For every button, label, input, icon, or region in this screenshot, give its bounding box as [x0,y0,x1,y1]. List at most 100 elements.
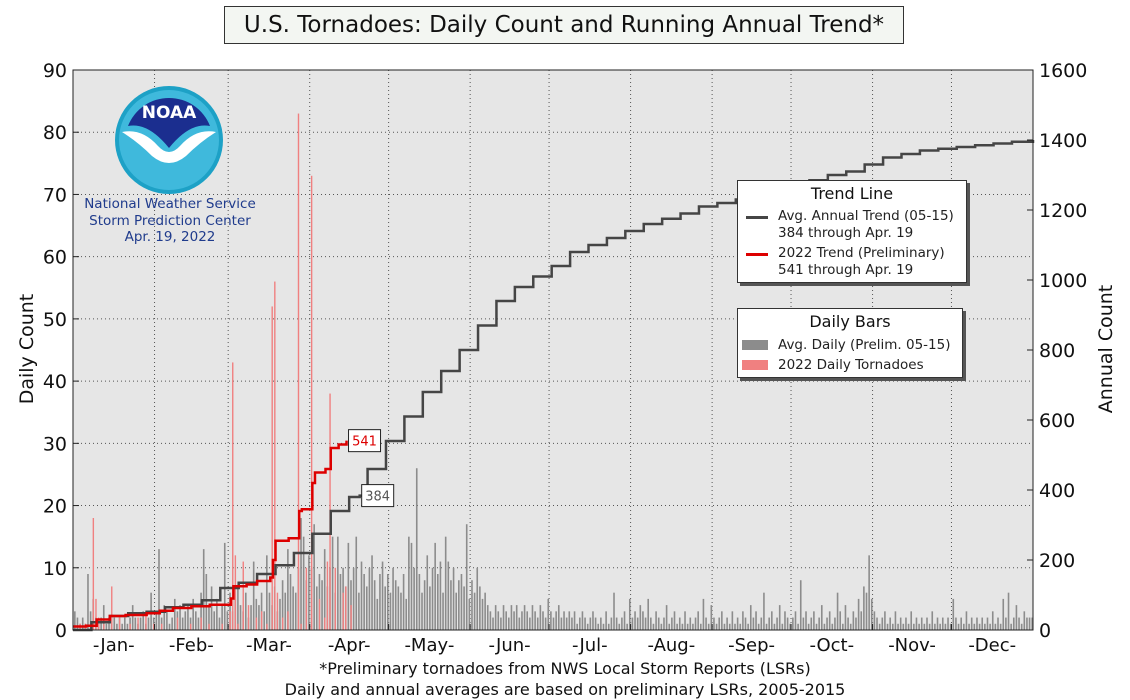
right-tick-label: 1200 [1039,200,1087,222]
avg-daily-bar [484,592,486,630]
avg-daily-bar [660,623,663,630]
avg-daily-bar [452,567,455,630]
avg-daily-bar [713,617,715,630]
legend-avg-trend-label: Avg. Annual Trend (05-15) [778,208,954,224]
avg-daily-bar [436,574,439,630]
avg-daily-bar [831,623,834,630]
avg-daily-bar [789,623,792,630]
avg-daily-bar [1020,623,1023,630]
x-tick-label: -Dec- [968,635,1016,656]
daily-2022-bar [145,611,147,630]
avg-daily-bar [108,617,110,630]
avg-daily-bar [886,623,889,630]
avg-daily-bar [852,611,855,630]
avg-daily-bar [884,611,886,630]
avg-daily-bar [989,623,991,630]
legend-trend: Trend Line Avg. Annual Trend (05-15) 384… [737,180,967,283]
avg-daily-bar [281,580,284,630]
avg-daily-bar [728,623,731,630]
avg-daily-bar [208,605,210,630]
avg-daily-bar [397,586,400,630]
daily-2022-bar [232,362,234,630]
end-labels: 541 384 [348,429,395,508]
avg-daily-bar [529,617,531,630]
avg-daily-bar [752,617,755,630]
avg-daily-bar [539,605,542,630]
daily-2022-bar [247,605,250,630]
avg-daily-bar [444,536,447,630]
daily-2022-bar [345,586,347,630]
avg-daily-bar [870,598,873,630]
avg-daily-bar [818,617,820,630]
avg-daily-bar [392,567,394,630]
avg-daily-bar [300,518,302,630]
avg-daily-bar [489,611,492,630]
avg-daily-bar [429,586,431,630]
avg-daily-bar [702,598,705,630]
daily-2022-bar [266,623,268,630]
avg-daily-bar [534,611,536,630]
daily-2022-bar [350,605,352,630]
avg-daily-bar [439,561,442,630]
avg-daily-bar [721,611,723,630]
trend-2022-end-label-box [348,429,382,453]
avg-daily-bar [1023,611,1026,630]
avg-daily-bar [450,580,452,630]
avg-daily-bar [860,611,863,630]
trend-2022-end-label: 541 [352,435,377,450]
avg-daily-bar [665,605,668,630]
avg-daily-bar [763,592,765,630]
x-axis-ticks: -Jan- -Feb- -Mar- -Apr- -May- -Jun- -Jul- -Aug-… [93,624,1016,656]
daily-2022-bar [255,617,258,630]
avg-daily-bar [544,617,547,630]
avg-daily-bar [352,567,355,630]
avg-daily-bar [815,623,818,630]
avg-daily-bar [289,574,292,630]
daily-2022-bar [229,611,231,630]
right-axis-title: Annual Count [1095,284,1117,414]
left-tick-label: 10 [43,558,67,580]
avg-daily-bar [892,623,894,630]
avg-daily-bar [644,617,647,630]
avg-daily-bar [447,561,450,630]
avg-daily-bar [171,617,173,630]
right-tick-label: 1000 [1039,270,1087,292]
avg-daily-bar [928,623,931,630]
avg-daily-bar [116,623,118,630]
avg-daily-bar [797,623,799,630]
avg-daily-bar [965,611,968,630]
legend-2022-trend-label: 2022 Trend (Preliminary) [778,245,945,261]
avg-daily-bar [839,611,841,630]
legend-2022-bars-swatch [742,360,768,370]
avg-daily-bar [878,623,881,630]
avg-daily-bar [747,623,749,630]
avg-daily-bar [881,617,884,630]
avg-daily-bar [223,542,226,630]
avg-daily-bar [468,598,471,630]
avg-daily-bar [755,611,757,630]
avg-daily-bar [442,592,444,630]
x-tick-label: -Mar- [246,635,292,656]
avg-daily-bar [1018,617,1020,630]
avg-daily-bar [481,598,484,630]
avg-daily-bar [316,586,318,630]
daily-2022-bar [234,555,237,630]
avg-daily-bar [650,617,652,630]
daily-2022-bar [137,617,139,630]
legend-bars-title: Daily Bars [809,312,891,331]
avg-daily-bar [618,623,621,630]
left-tick-label: 20 [43,496,67,518]
right-tick-label: 1600 [1039,60,1087,82]
daily-2022-bar [129,623,131,630]
avg-daily-bar [465,524,468,630]
avg-daily-bar [173,598,176,630]
avg-daily-bar [560,617,563,630]
avg-daily-bar [700,623,702,630]
avg-daily-bar [678,617,681,630]
daily-2022-bar [260,611,263,630]
avg-daily-bar [471,580,473,630]
avg-daily-bar [515,605,518,630]
avg-daily-bar [684,611,686,630]
daily-2022-bar [271,306,273,630]
avg-daily-bar [723,623,726,630]
